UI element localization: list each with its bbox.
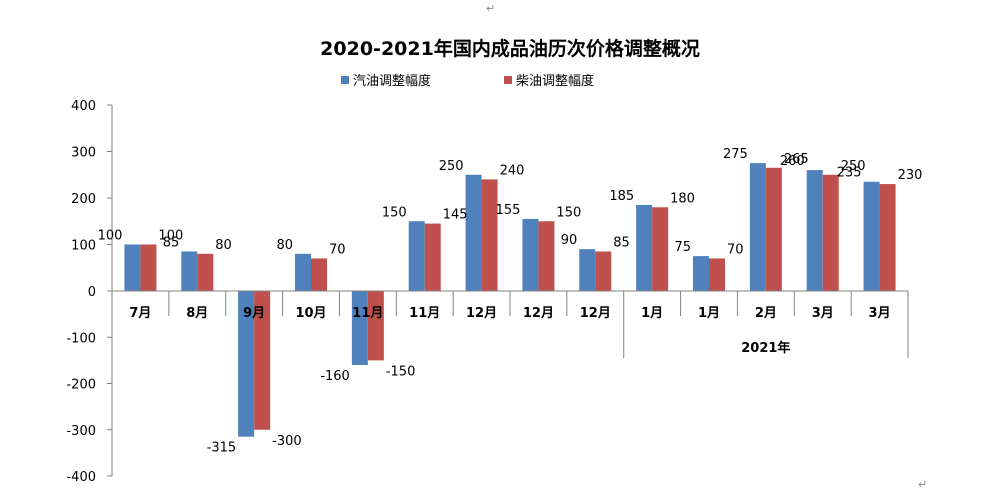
data-label: 150	[556, 205, 581, 220]
bar-gasoline	[522, 218, 539, 291]
data-label: 100	[158, 229, 183, 244]
data-label: 80	[276, 238, 293, 253]
data-label: 185	[609, 189, 634, 204]
x-tick-label: 11月	[352, 306, 383, 321]
bar-gasoline	[636, 204, 653, 291]
bar-gasoline	[181, 251, 198, 291]
bar-gasoline	[693, 256, 709, 291]
legend: 汽油调整幅度 柴油调整幅度	[341, 73, 594, 89]
bar-diesel	[879, 184, 896, 291]
x-axis: 7月 8月 9月 10月 11月 11月 12月 12月 12月 1月 1月 2月 3月 3月 2021年	[111, 290, 909, 358]
y-tick-label: 200	[71, 192, 96, 207]
x-tick-label: 7月	[129, 306, 151, 321]
data-label: -150	[386, 364, 416, 379]
legend-swatch-2	[504, 76, 512, 84]
y-tick-label: -200	[66, 378, 96, 393]
data-label: 70	[727, 242, 744, 257]
data-label: 275	[723, 147, 748, 162]
data-label: 85	[163, 235, 180, 250]
y-tick-label: -400	[66, 470, 96, 485]
bar-gasoline	[124, 244, 141, 291]
bar-diesel	[254, 291, 271, 430]
data-label: 85	[613, 235, 630, 250]
x-tick-label: 8月	[186, 306, 208, 321]
x-tick-label: 12月	[523, 306, 554, 321]
x-tick-label: 12月	[580, 306, 611, 321]
legend-swatch-1	[341, 76, 349, 84]
legend-label-1: 汽油调整幅度	[353, 73, 431, 89]
bar-diesel	[197, 253, 214, 291]
y-tick-label: -100	[66, 331, 96, 346]
bar-gasoline	[579, 249, 596, 291]
data-label: 235	[837, 166, 862, 181]
y-tick-label: 0	[88, 285, 96, 300]
bar-diesel	[652, 207, 669, 291]
bar-diesel	[538, 221, 555, 291]
bar-gasoline	[465, 174, 482, 291]
x-tick-label: 1月	[698, 306, 720, 321]
bar-diesel	[367, 291, 384, 361]
data-label: 145	[443, 208, 468, 223]
paragraph-mark-bottom: ↵	[918, 478, 928, 491]
data-label: 150	[382, 205, 407, 220]
bar-diesel	[595, 251, 612, 291]
bar-diesel	[822, 174, 839, 291]
bar-diesel	[311, 258, 327, 291]
data-label: 250	[841, 159, 866, 174]
x-tick-label: 3月	[869, 306, 891, 321]
paragraph-mark-top: ↵	[486, 2, 496, 15]
x-group-label: 2021年	[741, 340, 790, 356]
x-tick-label: 11月	[409, 306, 440, 321]
bar-gasoline	[238, 291, 255, 437]
data-label: 230	[898, 168, 923, 183]
bar-gasoline	[295, 253, 311, 291]
data-label: 80	[215, 238, 232, 253]
y-tick-label: 100	[71, 239, 96, 254]
bar-diesel	[424, 223, 441, 291]
data-label: 155	[496, 203, 521, 218]
x-tick-label: 9月	[243, 306, 265, 321]
bar-diesel	[481, 179, 498, 291]
data-label: 265	[784, 152, 809, 167]
y-tick-label: 400	[71, 99, 96, 114]
x-tick-label: 10月	[295, 306, 326, 321]
data-label: 70	[329, 242, 346, 257]
data-label: 180	[670, 191, 695, 206]
chart-title: 2020-2021年国内成品油历次价格调整概况	[320, 37, 700, 60]
y-axis: 400 300 200 100 0 -100 -200 -300 -400	[66, 99, 113, 485]
data-label: -300	[272, 434, 302, 449]
x-tick-label: 2月	[755, 306, 777, 321]
bar-gasoline	[806, 170, 823, 291]
data-label: -315	[207, 441, 237, 456]
bar-gasoline	[408, 221, 425, 291]
x-tick-label: 1月	[641, 306, 663, 321]
bar-gasoline	[863, 181, 880, 291]
data-label: 250	[439, 159, 464, 174]
y-tick-label: -300	[66, 424, 96, 439]
bar-gasoline	[351, 291, 368, 365]
y-tick-label: 300	[71, 146, 96, 161]
data-label: -160	[320, 369, 350, 384]
data-label: 90	[561, 233, 578, 248]
bar-diesel	[140, 244, 157, 291]
legend-label-2: 柴油调整幅度	[516, 73, 594, 89]
data-label: 240	[500, 163, 525, 178]
bar-diesel	[765, 167, 782, 291]
data-label: 75	[674, 240, 691, 255]
bar-diesel	[709, 258, 725, 291]
x-tick-label: 3月	[812, 306, 834, 321]
bars	[124, 163, 896, 437]
x-tick-label: 12月	[466, 306, 497, 321]
data-label: 100	[98, 229, 123, 244]
data-label: 260	[780, 154, 805, 169]
bar-gasoline	[749, 163, 766, 291]
